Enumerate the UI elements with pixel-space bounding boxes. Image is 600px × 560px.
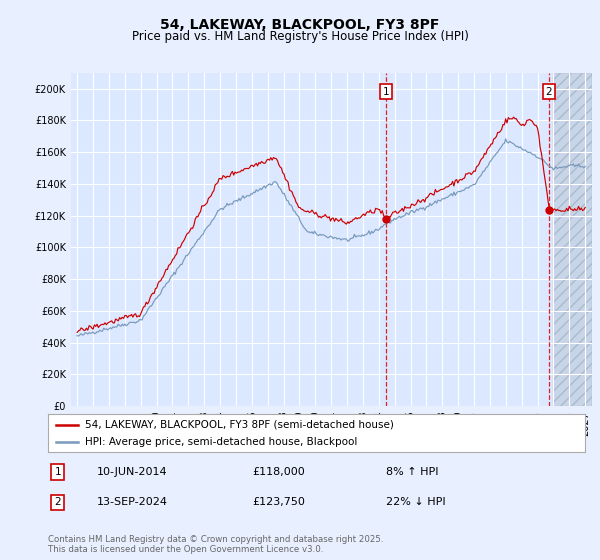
Text: 1: 1 [383, 87, 389, 97]
Text: £118,000: £118,000 [252, 467, 305, 477]
Text: 8% ↑ HPI: 8% ↑ HPI [386, 467, 439, 477]
Text: 54, LAKEWAY, BLACKPOOL, FY3 8PF (semi-detached house): 54, LAKEWAY, BLACKPOOL, FY3 8PF (semi-de… [85, 419, 394, 430]
Bar [553, 73, 592, 406]
Text: 1: 1 [55, 467, 61, 477]
Text: 22% ↓ HPI: 22% ↓ HPI [386, 497, 446, 507]
Text: 54, LAKEWAY, BLACKPOOL, FY3 8PF: 54, LAKEWAY, BLACKPOOL, FY3 8PF [160, 18, 440, 32]
Bar [553, 73, 592, 406]
Text: 2: 2 [545, 87, 552, 97]
Text: 13-SEP-2024: 13-SEP-2024 [97, 497, 167, 507]
Text: HPI: Average price, semi-detached house, Blackpool: HPI: Average price, semi-detached house,… [85, 437, 357, 447]
Text: Price paid vs. HM Land Registry's House Price Index (HPI): Price paid vs. HM Land Registry's House … [131, 30, 469, 43]
Text: £123,750: £123,750 [252, 497, 305, 507]
Text: 2: 2 [55, 497, 61, 507]
Text: Contains HM Land Registry data © Crown copyright and database right 2025.
This d: Contains HM Land Registry data © Crown c… [48, 535, 383, 554]
Text: 10-JUN-2014: 10-JUN-2014 [97, 467, 167, 477]
